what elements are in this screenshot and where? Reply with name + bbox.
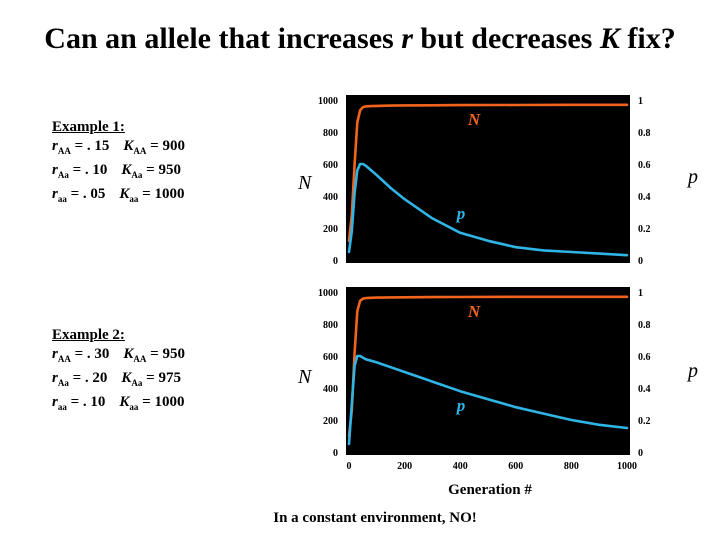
chart-2-series-N-line [347, 295, 629, 438]
chart-2-left-tick-label: 600 [323, 352, 338, 363]
title-k: K [599, 22, 620, 55]
chart-1-left-tick-label: 200 [323, 224, 338, 235]
chart-2-right-axis-label: p [688, 360, 698, 382]
chart-2-right-tick-label: 0.4 [638, 384, 651, 395]
chart-1-right-tick-label: 0.6 [638, 160, 651, 171]
chart-2-right-tick-label: 0 [638, 448, 643, 459]
param-row: raa = . 10 Kaa = 1000 [52, 394, 185, 412]
chart-2-series-N-label: N [467, 302, 481, 321]
param-row: rAA = . 15 KAA = 900 [52, 138, 185, 156]
example-1-parameters: Example 1: rAA = . 15 KAA = 900 rAa = . 1… [52, 118, 185, 209]
chart-1-left-tick-label: 600 [323, 160, 338, 171]
chart-2-x-tick-label: 800 [564, 461, 579, 472]
param-row: rAa = . 20 KAa = 975 [52, 370, 181, 388]
chart-2-left-tick-label: 0 [333, 448, 338, 459]
chart-1-right-tick-label: 0.2 [638, 224, 651, 235]
page-title: Can an allele that increases r but decre… [0, 22, 720, 56]
chart-2-right-tick-label: 1 [638, 288, 643, 299]
title-mid: but decreases [412, 22, 600, 55]
chart-2-plot-area [346, 287, 630, 455]
chart-1-right-axis-label: p [688, 166, 698, 188]
chart-1-left-axis-label: N [298, 172, 312, 194]
chart-2-x-tick-label: 200 [397, 461, 412, 472]
x-axis-label: Generation # [448, 482, 532, 498]
example-heading: Example 1: [52, 119, 125, 135]
param-row: rAa = . 10 KAa = 950 [52, 162, 181, 180]
chart-2-series-p-label: p [455, 396, 466, 415]
title-r: r [401, 22, 413, 55]
title-prefix: Can an allele that increases [44, 22, 402, 55]
chart-1-series-N-label: N [467, 110, 481, 129]
chart-1-right-tick-label: 0 [638, 256, 643, 267]
chart-2-left-tick-label: 1000 [318, 288, 338, 299]
chart-1-series-N-line [347, 103, 629, 243]
example-heading: Example 2: [52, 327, 125, 343]
chart-2-right-tick-label: 0.2 [638, 416, 651, 427]
chart-1-left-tick-label: 400 [323, 192, 338, 203]
chart-1-left-tick-label: 0 [333, 256, 338, 267]
chart-1-right-tick-label: 0.8 [638, 128, 651, 139]
chart-1-series-p-line [347, 162, 629, 257]
chart-1-right-tick-label: 0.4 [638, 192, 651, 203]
caption: In a constant environment, NO! [273, 510, 477, 526]
chart-2-x-tick-label: 400 [453, 461, 468, 472]
chart-2-left-axis-label: N [298, 366, 312, 388]
chart-2-series-p-line [347, 354, 629, 446]
chart-1-plot-area [346, 95, 630, 263]
chart-1-left-tick-label: 1000 [318, 96, 338, 107]
chart-2-x-tick-label: 1000 [617, 461, 637, 472]
chart-2-right-tick-label: 0.8 [638, 320, 651, 331]
chart-1-right-tick-label: 1 [638, 96, 643, 107]
param-row: raa = . 05 Kaa = 1000 [52, 186, 185, 204]
chart-1-series-p-label: p [455, 204, 466, 223]
title-suffix: fix? [619, 22, 676, 55]
chart-2-x-tick-label: 0 [347, 461, 352, 472]
param-row: rAA = . 30 KAA = 950 [52, 346, 185, 364]
chart-2-x-tick-label: 600 [508, 461, 523, 472]
chart-2-left-tick-label: 800 [323, 320, 338, 331]
chart-1-left-tick-label: 800 [323, 128, 338, 139]
chart-2-left-tick-label: 200 [323, 416, 338, 427]
example-2-parameters: Example 2: rAA = . 30 KAA = 950 rAa = . 2… [52, 326, 185, 417]
chart-2-left-tick-label: 400 [323, 384, 338, 395]
chart-2-right-tick-label: 0.6 [638, 352, 651, 363]
